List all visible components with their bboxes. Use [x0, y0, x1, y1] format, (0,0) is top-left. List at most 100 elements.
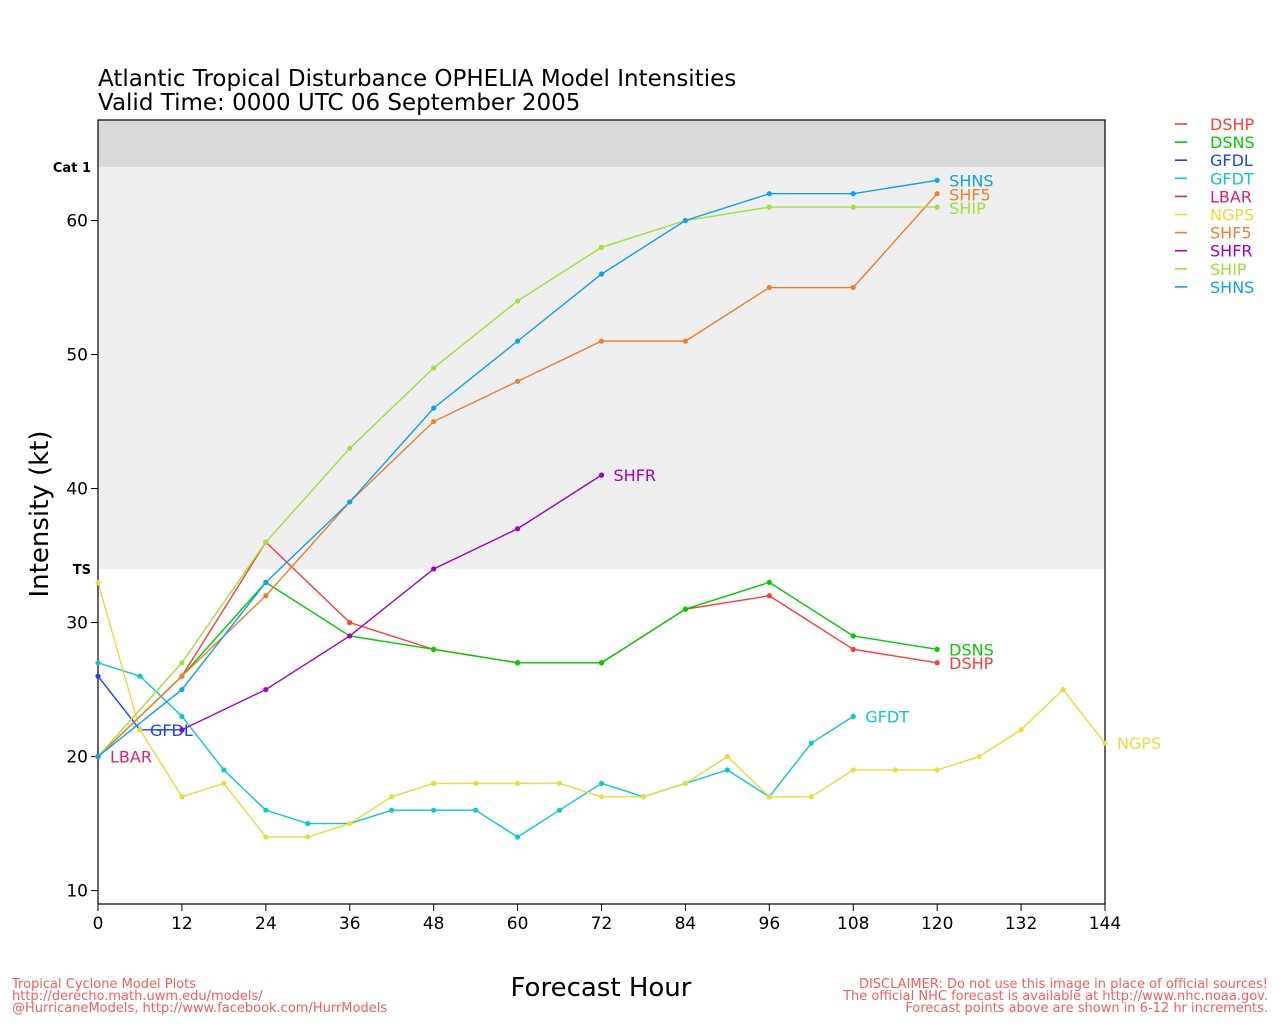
data-point-shf5: [766, 284, 772, 291]
footer-right: DISCLAIMER: Do not use this image in pla…: [842, 977, 1268, 1016]
end-label-gfdt: GFDT: [865, 707, 909, 726]
data-point-gfdt: [263, 807, 269, 813]
data-point-gfdt: [556, 807, 563, 813]
legend-label-ship: SHIP: [1210, 260, 1247, 279]
series-line-dshp: [97, 541, 938, 758]
data-point-ngps: [556, 780, 563, 786]
data-point-dsns: [682, 606, 689, 612]
end-label-gfdl: GFDL: [150, 721, 193, 740]
data-point-shfr: [179, 727, 185, 733]
end-label-lbar: LBAR: [110, 748, 152, 767]
data-point-shns: [514, 338, 521, 344]
data-point-dsns: [934, 646, 940, 652]
legend-label-lbar: LBAR: [1210, 187, 1252, 206]
legend-label-dshp: DSHP: [1210, 115, 1255, 134]
data-point-dshp: [934, 660, 940, 666]
chart-subtitle: Valid Time: 0000 UTC 06 September 2005: [98, 90, 580, 116]
data-point-ngps: [1102, 740, 1108, 746]
y-tick-label: 20: [66, 748, 88, 768]
data-point-dsns: [514, 660, 521, 666]
x-tick-label: 72: [591, 914, 613, 934]
data-point-shf5: [850, 284, 856, 291]
end-label-shfr: SHFR: [614, 466, 657, 485]
data-point-ship: [347, 445, 353, 451]
data-point-gfdt: [850, 713, 856, 719]
data-point-shfr: [514, 526, 521, 532]
band-label-cat-1: Cat 1: [53, 161, 91, 176]
data-point-ship: [766, 204, 772, 210]
footer-right-line-1: DISCLAIMER: Do not use this image in pla…: [859, 977, 1268, 992]
band-ts: [98, 166, 1105, 569]
x-tick-label: 24: [255, 914, 277, 934]
footer-right-line-2: The official NHC forecast is available a…: [842, 989, 1268, 1004]
x-axis-label: Forecast Hour: [511, 973, 692, 1003]
data-point-gfdt: [598, 780, 605, 786]
legend-label-gfdt: GFDT: [1210, 169, 1254, 188]
data-point-gfdt: [473, 807, 479, 813]
end-label-shns: SHNS: [949, 171, 993, 190]
data-point-gfdl: [95, 673, 101, 679]
data-point-ngps: [640, 794, 647, 800]
x-tick-label: 96: [759, 914, 781, 934]
data-point-ngps: [473, 780, 479, 786]
data-point-ngps: [431, 780, 437, 786]
data-point-shf5: [682, 338, 689, 344]
axes: 0 12 24 36 48 60 72 84 96 108 120 132 144 10 20 30 40 50 6…: [66, 119, 1121, 934]
x-tick-label: 60: [507, 914, 529, 934]
data-point-ngps: [389, 794, 395, 800]
data-point-dshp: [766, 593, 772, 599]
data-point-ngps: [305, 834, 311, 840]
y-tick-label: 60: [66, 212, 88, 232]
data-point-gfdt: [514, 834, 521, 840]
data-point-shns: [263, 579, 269, 585]
x-tick-label: 84: [675, 914, 697, 934]
legend-label-gfdl: GFDL: [1210, 151, 1253, 170]
data-point-gfdt: [305, 820, 311, 827]
legend-label-ngps: NGPS: [1210, 206, 1254, 225]
data-point-dsns: [431, 646, 437, 652]
legend-label-shf5: SHF5: [1210, 224, 1252, 243]
data-point-gfdt: [221, 767, 227, 773]
data-point-dshp: [347, 619, 353, 626]
y-tick-label: 10: [66, 882, 88, 902]
data-point-shns: [431, 405, 437, 411]
data-point-dsns: [598, 660, 605, 666]
data-point-ngps: [1018, 727, 1024, 733]
data-point-ngps: [892, 767, 898, 773]
data-point-ship: [263, 539, 269, 545]
data-point-ngps: [976, 753, 982, 760]
data-point-shfr: [598, 472, 605, 478]
y-tick-label: 40: [66, 480, 88, 500]
end-label-ngps: NGPS: [1117, 734, 1161, 753]
data-point-shf5: [179, 673, 185, 679]
band-label-ts: TS: [73, 563, 91, 578]
end-label-dshp: DSHP: [949, 654, 994, 673]
data-point-ngps: [514, 780, 521, 786]
data-point-gfdt: [179, 713, 185, 719]
data-point-shns: [850, 191, 856, 197]
data-point-gfdt: [808, 740, 814, 746]
y-tick-label: 30: [66, 614, 88, 634]
data-point-ngps: [347, 820, 353, 827]
data-point-gfdt: [724, 767, 730, 773]
data-point-shns: [179, 686, 185, 693]
data-point-ngps: [934, 767, 940, 773]
data-point-shf5: [598, 338, 605, 344]
data-point-ship: [850, 204, 856, 210]
series-lines: [95, 177, 1108, 840]
end-label-dsns: DSNS: [949, 640, 994, 659]
data-point-gfdt: [431, 807, 437, 813]
data-point-shfr: [431, 566, 437, 572]
x-tick-label: 0: [93, 914, 104, 934]
data-point-dsns: [850, 633, 856, 639]
data-point-shf5: [934, 191, 940, 197]
data-point-ship: [598, 244, 605, 250]
chart-title: Atlantic Tropical Disturbance OPHELIA Mo…: [98, 66, 736, 92]
legend-label-dsns: DSNS: [1210, 133, 1255, 152]
x-tick-label: 48: [423, 914, 445, 934]
footer-left-line-1: Tropical Cyclone Model Plots: [11, 977, 196, 992]
data-point-ngps: [137, 727, 143, 733]
